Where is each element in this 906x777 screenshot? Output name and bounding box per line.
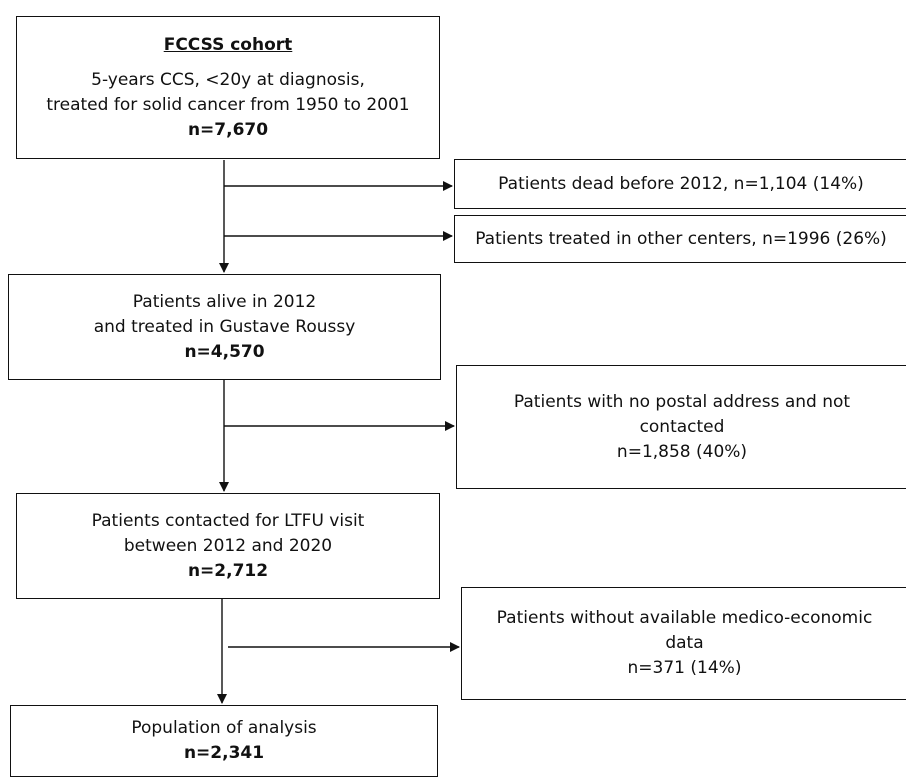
no-address-line-1: Patients with no postal address and not [513,391,851,412]
analysis-box: Population of analysis n=2,341 [10,705,438,777]
dead-text: Patients dead before 2012, n=1,104 (14%) [498,173,864,194]
alive-line-1: Patients alive in 2012 [132,291,317,312]
cohort-box: FCCSS cohort 5-years CCS, <20y at diagno… [16,16,440,159]
no-data-line-1: Patients without available medico-econom… [496,608,873,628]
contacted-count: n=2,712 [187,560,269,581]
alive-count: n=4,570 [184,341,265,362]
no-address-line-2: contacted [639,416,725,437]
cohort-count: n=7,670 [187,119,269,140]
alive-line-2: and treated in Gustave Roussy [93,316,356,337]
cohort-line-2: treated for solid cancer from 1950 to 20… [46,94,410,115]
other-centers-box: Patients treated in other centers, n=199… [454,215,906,263]
cohort-title: FCCSS cohort [163,34,293,55]
no-data-box: Patients without available medico-econom… [461,587,906,700]
contacted-box: Patients contacted for LTFU visit betwee… [16,493,440,599]
other-centers-text: Patients treated in other centers, n=199… [475,228,887,249]
cohort-line-1: 5-years CCS, <20y at diagnosis, [91,69,365,90]
analysis-line-1: Population of analysis [131,718,317,738]
no-address-count: n=1,858 (40%) [616,441,748,462]
alive-box: Patients alive in 2012 and treated in Gu… [8,274,441,380]
no-data-count: n=371 (14%) [627,658,742,678]
dead-box: Patients dead before 2012, n=1,104 (14%) [454,159,906,209]
contacted-line-2: between 2012 and 2020 [123,535,333,556]
contacted-line-1: Patients contacted for LTFU visit [91,510,365,531]
no-data-line-2: data [665,633,704,653]
no-address-box: Patients with no postal address and not … [456,365,906,489]
analysis-count: n=2,341 [183,743,265,763]
